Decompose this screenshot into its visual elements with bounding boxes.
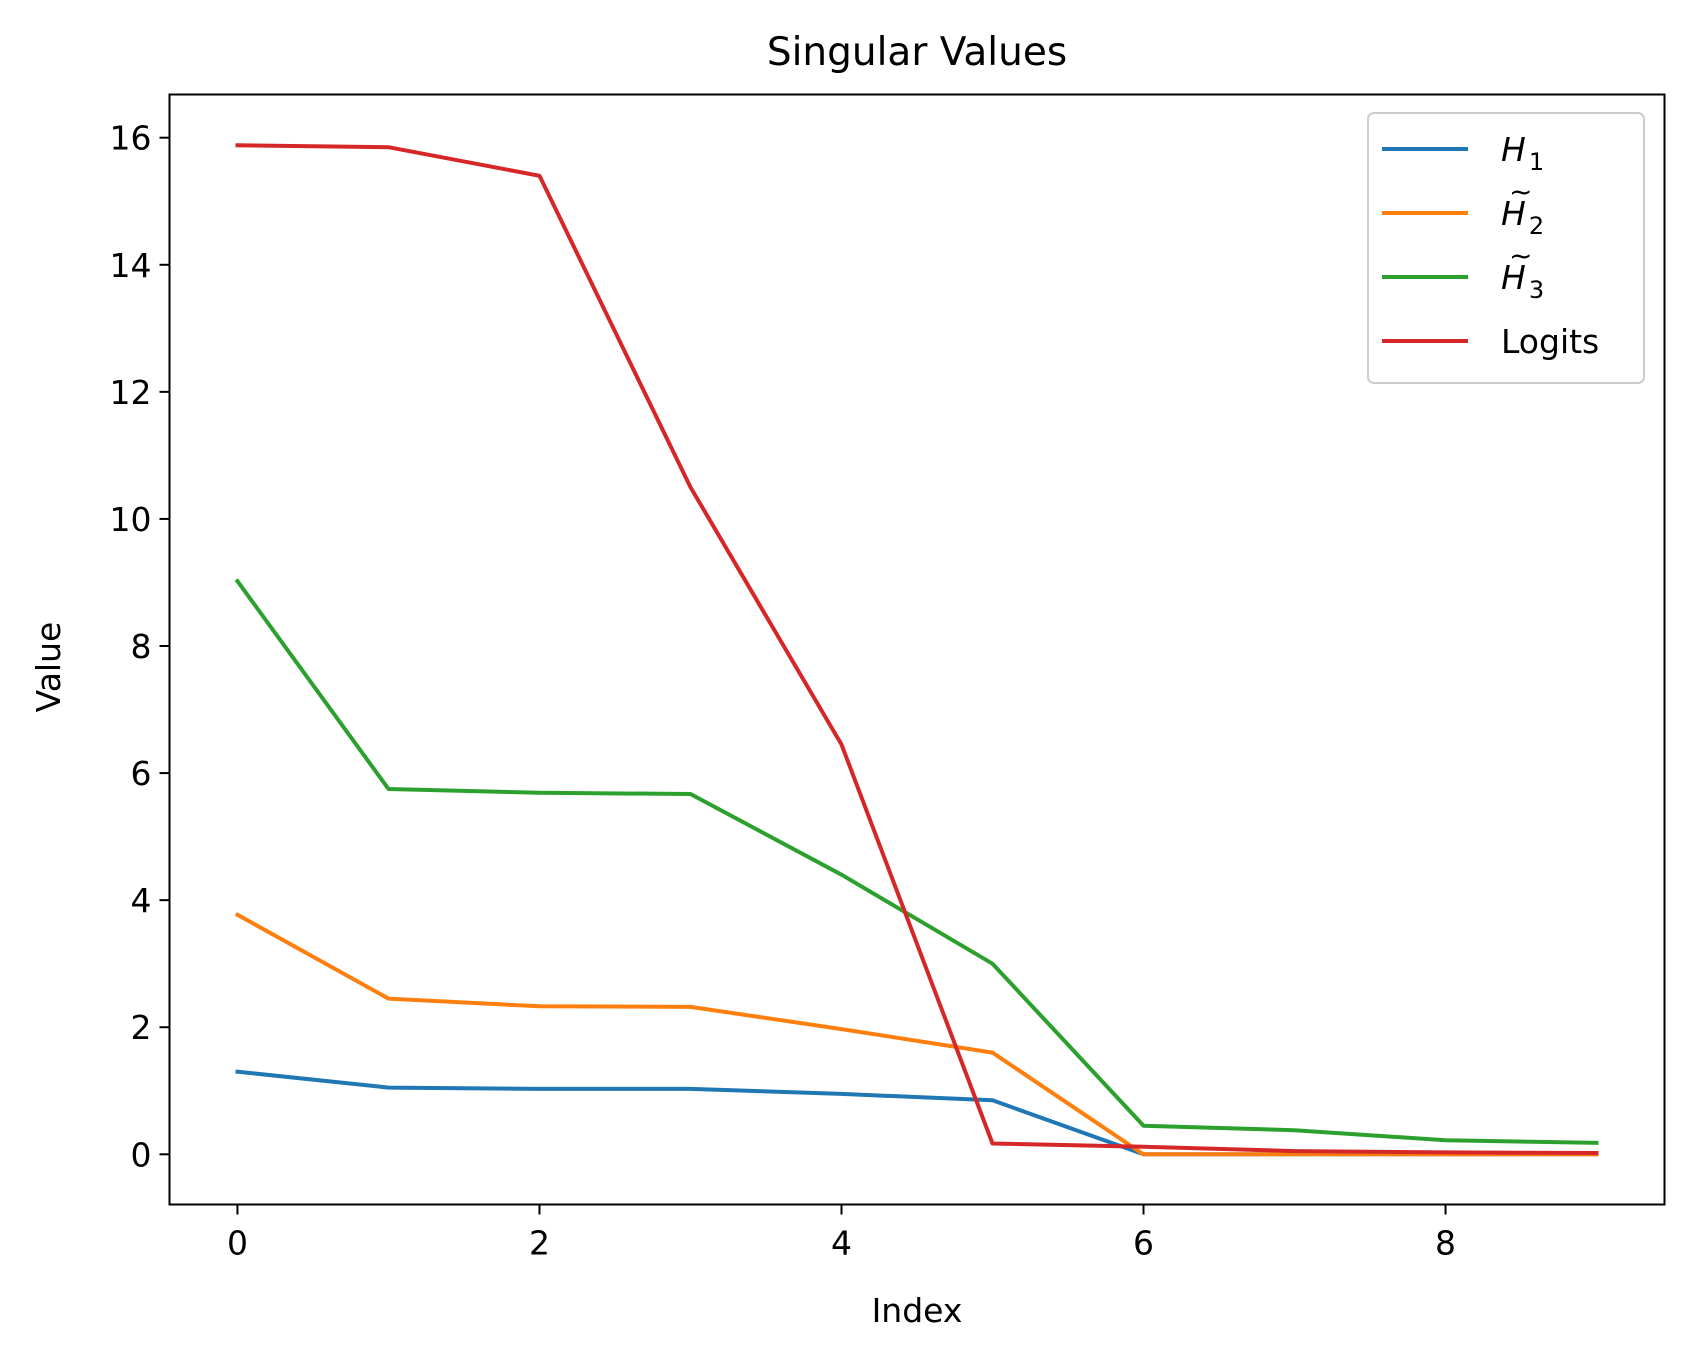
legend-tilde: ~ — [1509, 239, 1532, 272]
y-tick-label: 2 — [131, 1008, 152, 1047]
series-line-2 — [234, 912, 1599, 1157]
y-tick-label: 0 — [131, 1135, 152, 1174]
x-tick-label: 0 — [227, 1224, 248, 1263]
x-axis-ticks: 0 2 4 6 8 — [227, 1204, 1456, 1263]
legend-box — [1367, 112, 1645, 384]
series-line-4 — [235, 143, 1599, 1156]
y-tick-label: 4 — [131, 881, 152, 920]
y-tick-label: 10 — [110, 500, 152, 539]
legend-entry-label: Logits — [1501, 322, 1599, 361]
legend-tilde: ~ — [1509, 175, 1532, 208]
y-axis-label: Value — [29, 622, 68, 713]
x-tick-label: 2 — [529, 1224, 550, 1263]
x-axis-label: Index — [872, 1291, 963, 1330]
axes-frame — [168, 93, 1666, 1206]
y-tick-label: 12 — [110, 373, 152, 412]
y-tick-label: 8 — [131, 627, 152, 666]
x-tick-label: 6 — [1133, 1224, 1154, 1263]
legend: H 1H 2~H 3~Logits — [1367, 112, 1645, 384]
y-tick-label: 6 — [131, 754, 152, 793]
chart-title: Singular Values — [767, 30, 1067, 75]
series-line-3 — [234, 578, 1599, 1145]
x-tick-label: 4 — [831, 1224, 852, 1263]
x-tick-label: 8 — [1435, 1224, 1456, 1263]
plot-area — [234, 143, 1599, 1157]
y-tick-label: 14 — [110, 246, 152, 285]
y-axis-ticks: 0 2 4 6 8 10 12 14 16 — [110, 119, 170, 1174]
y-tick-label: 16 — [110, 119, 152, 158]
